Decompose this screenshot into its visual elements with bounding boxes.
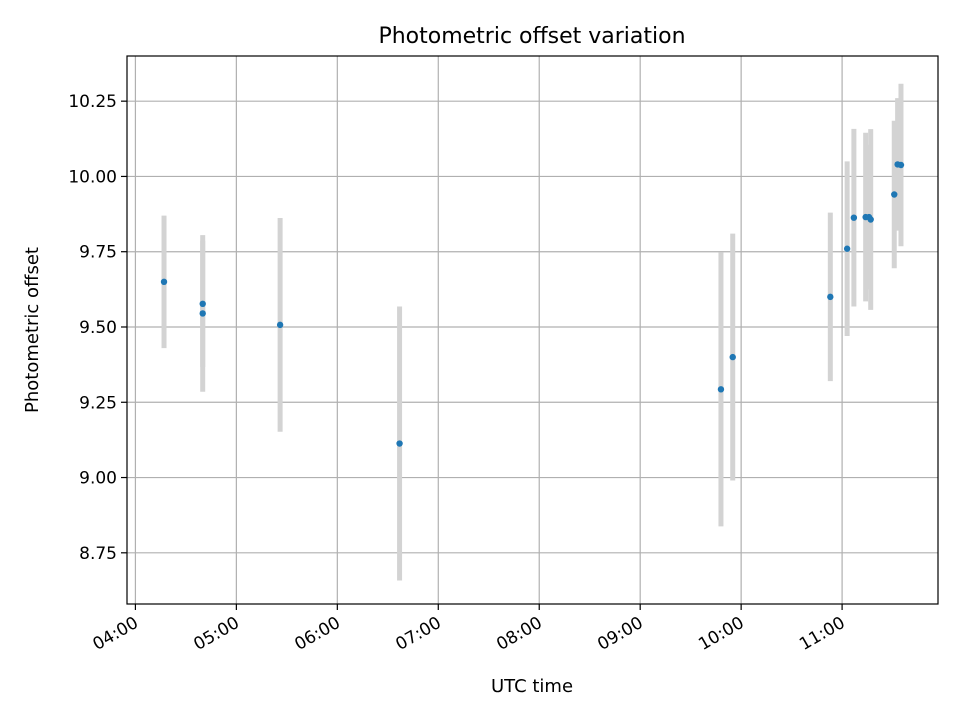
data-point (160, 278, 168, 286)
x-tick-label: 10:00 (695, 613, 747, 655)
data-points (160, 161, 905, 447)
y-tick-label: 10.00 (68, 167, 117, 187)
y-tick-label: 9.25 (79, 393, 117, 413)
x-axis-ticks: 04:00 05:00 06:00 07:00 08:00 09:00 10:00 11:00 (89, 604, 849, 655)
data-point (199, 310, 206, 317)
x-tick-label: 05:00 (190, 613, 242, 655)
y-tick-label: 9.50 (79, 318, 117, 338)
y-tick-label: 10.25 (68, 92, 117, 112)
x-tick-label: 08:00 (493, 613, 545, 655)
y-tick-label: 9.75 (79, 243, 117, 263)
x-tick-label: 11:00 (796, 613, 848, 655)
x-tick-label: 09:00 (594, 613, 646, 655)
data-point (396, 440, 403, 447)
error-bars (161, 83, 904, 581)
x-tick-label: 07:00 (392, 613, 444, 655)
chart-title: Photometric offset variation (378, 24, 685, 49)
data-point (897, 161, 905, 169)
x-axis-label: UTC time (491, 676, 573, 697)
data-point (199, 300, 206, 308)
y-tick-label: 9.00 (79, 469, 117, 489)
y-axis-label: Photometric offset (22, 247, 43, 413)
grid-lines (127, 56, 938, 604)
y-tick-label: 8.75 (79, 544, 117, 564)
data-point (729, 353, 736, 361)
data-point (867, 216, 874, 223)
data-point (850, 214, 858, 221)
data-point (827, 293, 834, 301)
x-tick-label: 04:00 (89, 613, 141, 655)
data-point (843, 245, 851, 252)
y-axis-ticks: 8.75 9.00 9.25 9.50 9.75 10.00 10.25 (68, 92, 127, 564)
data-point (717, 386, 725, 393)
data-point (276, 321, 284, 329)
x-tick-label: 06:00 (291, 613, 343, 655)
plot-frame (126, 55, 939, 605)
data-point (891, 191, 898, 198)
